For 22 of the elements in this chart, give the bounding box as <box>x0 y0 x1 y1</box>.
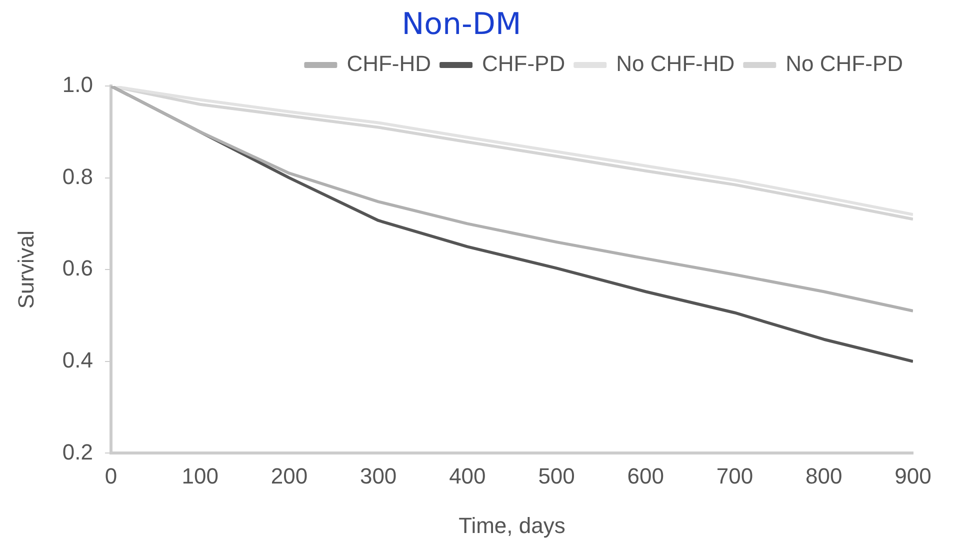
y-tick-label: 1.0 <box>62 72 93 98</box>
legend-label: No CHF-HD <box>616 51 735 76</box>
y-tick-label: 0.4 <box>62 347 93 372</box>
y-axis-title: Survival <box>13 230 38 309</box>
legend-label: No CHF-PD <box>786 51 904 76</box>
legend-label: CHF-HD <box>346 51 432 76</box>
x-tick-label: 600 <box>627 463 664 488</box>
x-tick-label: 300 <box>360 463 397 488</box>
x-tick-label: 0 <box>104 463 118 488</box>
x-tick-label: 400 <box>449 463 486 488</box>
y-tick-label: 0.2 <box>62 439 93 464</box>
x-tick-label: 200 <box>270 463 308 488</box>
x-tick-label: 700 <box>716 463 754 488</box>
x-axis-title: Time, days <box>458 512 566 538</box>
y-tick-label: 0.8 <box>62 164 93 189</box>
x-tick-label: 800 <box>806 463 842 488</box>
legend-label: CHF-PD <box>482 51 566 76</box>
x-tick-label: 100 <box>182 463 218 488</box>
chart-title: Non-DM <box>402 6 522 42</box>
y-tick-label: 0.6 <box>62 256 93 281</box>
x-tick-label: 500 <box>538 463 575 488</box>
x-tick-label: 900 <box>894 463 932 488</box>
